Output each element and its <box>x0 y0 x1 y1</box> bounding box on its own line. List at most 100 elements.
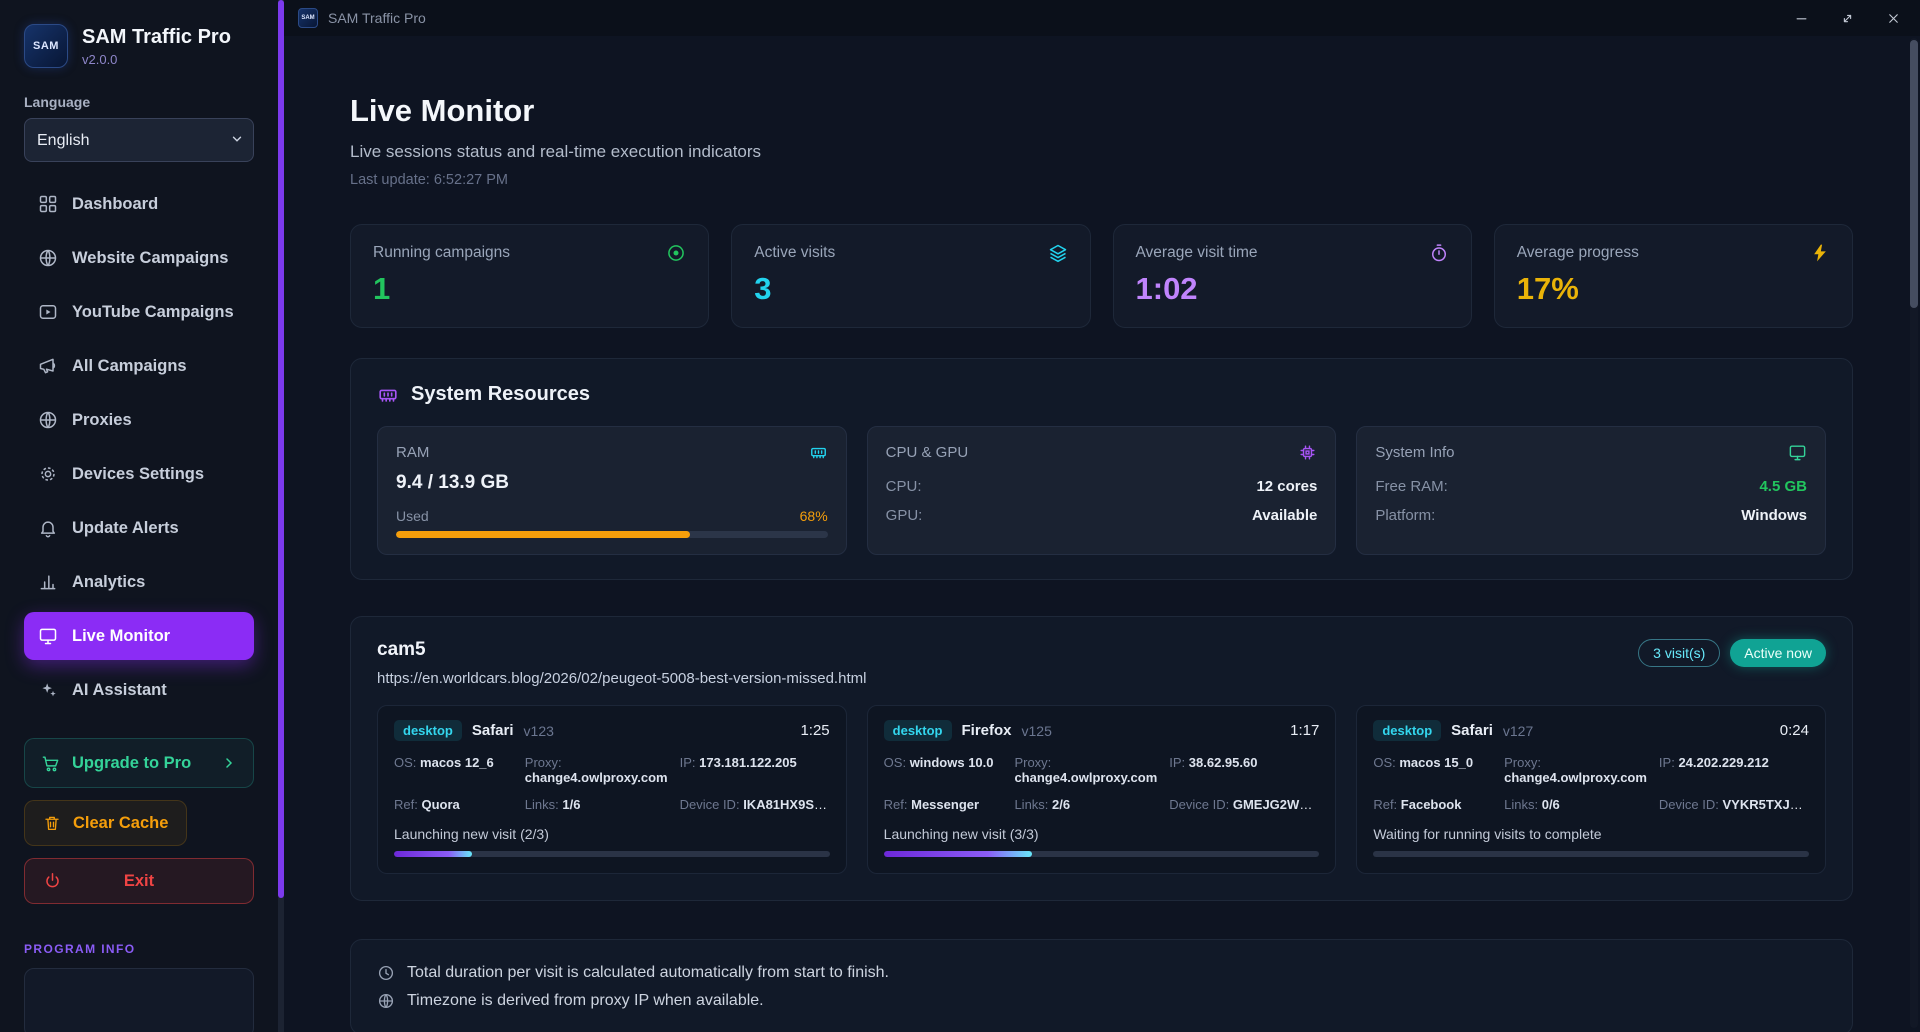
main-scrollbar-thumb[interactable] <box>1910 40 1918 308</box>
sidebar-item-youtube-campaigns[interactable]: YouTube Campaigns <box>24 288 254 336</box>
links-field: Links: 0/6 <box>1504 797 1560 812</box>
sidebar-item-live-monitor[interactable]: Live Monitor <box>24 612 254 660</box>
session-progress-fill <box>883 851 1032 857</box>
session-progress-bar <box>883 851 1320 857</box>
visits-count-badge: 3 visit(s) <box>1638 639 1721 667</box>
bell-icon <box>38 518 58 538</box>
gpu-value: Available <box>1252 507 1318 524</box>
session-card-2: desktop Firefox v125 1:17 OS: windows 10… <box>866 705 1337 874</box>
titlebar-logo: SAM <box>298 8 318 28</box>
sidebar: SAM SAM Traffic Pro v2.0.0 Language Engl… <box>0 0 284 1032</box>
stat-value: 3 <box>754 271 772 306</box>
visit-timer: 1:17 <box>1290 722 1320 739</box>
page-title: Live Monitor <box>350 93 535 128</box>
stat-label: Average visit time <box>1135 244 1258 261</box>
referrer-field: Ref: Quora <box>394 797 460 812</box>
proxy-field: Proxy: change4.owlproxy.com <box>524 755 668 785</box>
sidebar-item-all-campaigns[interactable]: All Campaigns <box>24 342 254 390</box>
program-info-heading: PROGRAM INFO <box>24 942 136 956</box>
clear-cache-label: Clear Cache <box>73 813 169 832</box>
titlebar: SAM SAM Traffic Pro <box>284 0 1920 36</box>
device-type-badge: desktop <box>883 720 952 741</box>
notes-card: Total duration per visit is calculated a… <box>350 939 1853 1032</box>
chevron-right-icon <box>221 755 237 771</box>
sidebar-item-proxies[interactable]: Proxies <box>24 396 254 444</box>
clear-cache-button[interactable]: Clear Cache <box>24 800 188 846</box>
memory-icon <box>809 443 828 462</box>
device-id-field: Device ID: IKA81HX9SE2D... <box>679 797 830 812</box>
gear-icon <box>38 464 58 484</box>
program-info-panel <box>24 968 254 1032</box>
browser-name: Safari <box>1451 722 1493 739</box>
trash-icon <box>43 814 61 832</box>
main-scrollbar[interactable] <box>1910 38 1918 1028</box>
active-status-badge: Active now <box>1730 639 1826 667</box>
browser-name: Safari <box>471 722 514 739</box>
sidebar-item-ai-assistant[interactable]: AI Assistant <box>24 666 254 714</box>
cart-icon <box>41 754 60 773</box>
note-text: Timezone is derived from proxy IP when a… <box>407 992 764 1009</box>
campaign-card: cam5 https://en.worldcars.blog/2026/02/p… <box>350 616 1853 901</box>
ram-label: RAM <box>396 444 430 461</box>
last-update: Last update: 6:52:27 PM <box>350 172 508 188</box>
cpu-gpu-panel: CPU & GPU CPU: 12 cores GPU: Available <box>866 426 1337 555</box>
sidebar-item-label: AI Assistant <box>72 681 167 699</box>
sidebar-item-update-alerts[interactable]: Update Alerts <box>24 504 254 552</box>
globe-icon <box>38 410 58 430</box>
session-card-1: desktop Safari v123 1:25 OS: macos 12_6 … <box>377 705 847 874</box>
session-status: Launching new visit (3/3) <box>883 826 1039 842</box>
ram-panel: RAM 9.4 / 13.9 GB Used 68% <box>377 426 847 555</box>
sidebar-item-devices-settings[interactable]: Devices Settings <box>24 450 254 498</box>
sidebar-scrollbar-thumb[interactable] <box>278 0 284 898</box>
sparkles-icon <box>38 680 58 700</box>
ram-progress-fill <box>396 531 690 538</box>
sidebar-item-label: Update Alerts <box>72 519 179 537</box>
stat-value: 17% <box>1516 271 1579 306</box>
exit-label: Exit <box>123 871 155 890</box>
referrer-field: Ref: Facebook <box>1373 797 1462 812</box>
sidebar-item-analytics[interactable]: Analytics <box>24 558 254 606</box>
campaign-url[interactable]: https://en.worldcars.blog/2026/02/peugeo… <box>377 670 867 687</box>
sidebar-item-dashboard[interactable]: Dashboard <box>24 180 254 228</box>
browser-version: v125 <box>1021 722 1052 739</box>
device-id-field: Device ID: VYKR5TXJ87EO... <box>1658 797 1809 812</box>
main-area: SAM SAM Traffic Pro Live Monitor Live se… <box>284 0 1920 1032</box>
clock-icon <box>377 964 395 982</box>
target-icon <box>666 243 686 263</box>
sidebar-item-label: Live Monitor <box>72 627 171 645</box>
upgrade-to-pro-button[interactable]: Upgrade to Pro <box>24 738 254 788</box>
device-type-badge: desktop <box>1373 720 1442 741</box>
sidebar-item-label: Devices Settings <box>72 465 205 483</box>
minimize-button[interactable] <box>1778 0 1824 36</box>
bolt-icon <box>1810 243 1830 263</box>
proxy-field: Proxy: change4.owlproxy.com <box>1014 755 1158 785</box>
ip-field: IP: 173.181.122.205 <box>679 755 797 770</box>
platform-label: Platform: <box>1375 507 1436 524</box>
sidebar-item-label: Website Campaigns <box>72 249 229 267</box>
page-subtitle: Live sessions status and real-time execu… <box>350 142 762 161</box>
language-label: Language <box>24 94 91 110</box>
browser-version: v127 <box>1502 722 1534 739</box>
restore-button[interactable] <box>1824 0 1870 36</box>
device-type-badge: desktop <box>394 720 462 741</box>
campaign-name: cam5 <box>377 639 426 660</box>
system-info-label: System Info <box>1375 444 1455 461</box>
app-title: SAM Traffic Pro <box>82 25 231 48</box>
globe-icon <box>377 992 395 1010</box>
links-field: Links: 2/6 <box>1014 797 1071 812</box>
os-field: OS: windows 10.0 <box>883 755 994 770</box>
language-select[interactable]: English <box>24 118 254 162</box>
sidebar-scrollbar[interactable] <box>278 0 284 1032</box>
exit-button[interactable]: Exit <box>24 858 254 904</box>
system-info-panel: System Info Free RAM: 4.5 GB Platform: Win… <box>1356 426 1826 555</box>
sessions-grid: desktop Safari v123 1:25 OS: macos 12_6 … <box>377 705 1826 874</box>
gpu-label: GPU: <box>885 507 923 524</box>
session-status: Waiting for running visits to complete <box>1373 826 1602 842</box>
visit-timer: 1:25 <box>800 722 830 739</box>
close-button[interactable] <box>1870 0 1916 36</box>
ip-field: IP: 38.62.95.60 <box>1169 755 1258 770</box>
sidebar-item-website-campaigns[interactable]: Website Campaigns <box>24 234 254 282</box>
globe-icon <box>38 248 58 268</box>
ram-progress-bar <box>396 531 828 538</box>
